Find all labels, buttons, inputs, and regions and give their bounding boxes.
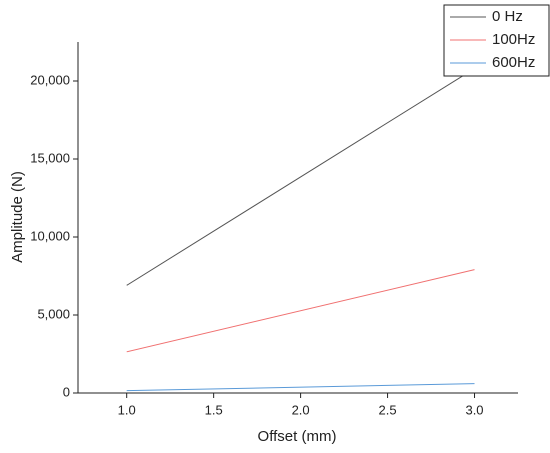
y-tick-label: 0 xyxy=(63,384,70,399)
y-tick-label: 5,000 xyxy=(37,306,70,321)
y-tick-label: 10,000 xyxy=(30,228,70,243)
x-tick-label: 1.5 xyxy=(205,402,223,417)
legend-label: 0 Hz xyxy=(492,8,523,25)
y-tick-label: 20,000 xyxy=(30,72,70,87)
x-tick-label: 3.0 xyxy=(465,402,483,417)
y-tick-label: 15,000 xyxy=(30,150,70,165)
y-axis-label: Amplitude (N) xyxy=(9,171,26,263)
x-axis-label: Offset (mm) xyxy=(258,428,337,445)
series-line xyxy=(126,269,475,353)
legend-label: 600Hz xyxy=(492,54,535,71)
x-tick-label: 1.0 xyxy=(118,402,136,417)
series-line xyxy=(126,68,475,286)
x-tick-label: 2.5 xyxy=(379,402,397,417)
series-line xyxy=(126,383,475,392)
legend-label: 100Hz xyxy=(492,31,535,48)
x-tick-label: 2.0 xyxy=(292,402,310,417)
